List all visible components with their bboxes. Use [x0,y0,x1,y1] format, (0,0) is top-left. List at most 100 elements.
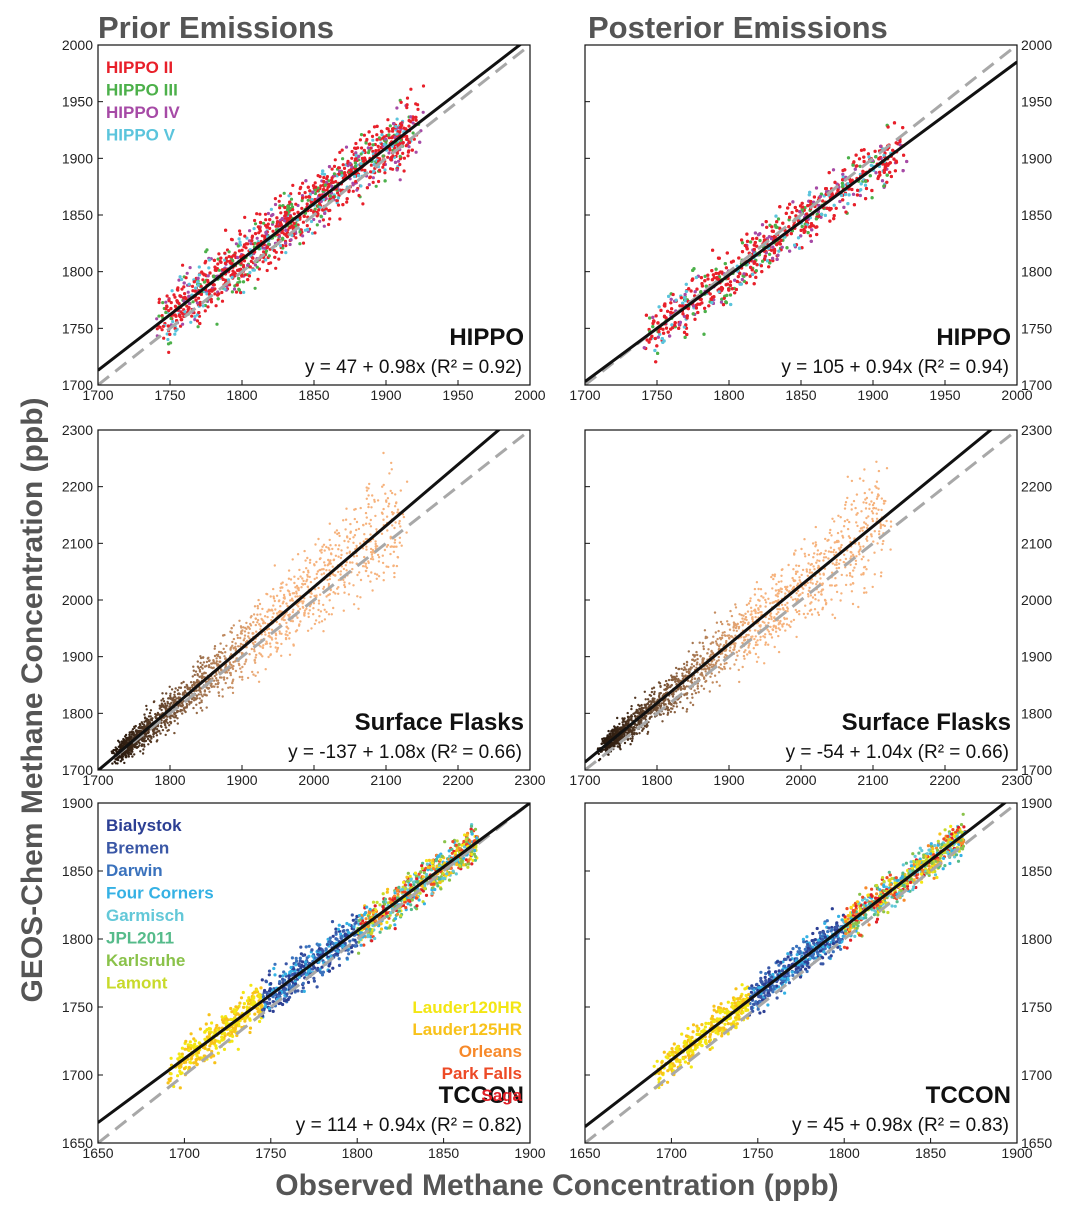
data-point [857,157,862,161]
data-point [352,584,355,587]
data-point [281,236,285,240]
data-point [232,678,235,681]
data-point [393,541,396,544]
data-point [147,718,150,722]
data-point [207,266,211,270]
data-point [173,698,177,702]
data-point [673,323,677,327]
data-point [217,650,221,654]
data-point [337,166,341,170]
dataset-label: HIPPO [449,324,524,351]
data-point [230,626,233,630]
data-point [118,755,121,758]
data-point [775,243,779,247]
data-point [734,287,739,292]
data-point [310,592,313,595]
data-point [198,670,202,673]
data-point [173,693,176,696]
data-point [170,289,174,293]
x-tick-label: 1800 [713,387,744,403]
data-point [128,733,131,736]
data-point [209,684,212,687]
data-point [284,228,288,232]
data-point [772,247,777,251]
data-point [238,280,242,284]
data-point [226,677,229,680]
data-point [393,160,398,164]
data-point [262,644,265,647]
data-point [350,149,354,154]
x-tick-label: 1900 [226,772,257,788]
data-point [767,235,771,239]
data-point [265,640,268,643]
data-point [130,750,133,753]
data-point [169,722,173,725]
data-point [225,671,229,674]
data-point [396,555,399,559]
data-point [189,686,192,689]
data-point [879,144,883,148]
data-point [765,259,770,263]
data-point [163,719,166,723]
data-point [810,228,814,232]
data-point [332,164,337,168]
data-point [371,143,375,147]
data-point [355,520,359,524]
data-point [357,527,361,531]
data-point [859,148,864,152]
data-point [249,242,253,246]
data-point [364,565,367,568]
data-point [322,572,326,575]
data-point [747,646,750,649]
data-point [255,265,259,269]
data-point [843,520,847,523]
data-point [694,306,699,310]
data-point [745,603,749,607]
data-point [212,258,216,262]
data-point [870,196,874,200]
data-point [322,543,326,546]
data-point [342,519,345,522]
data-point [308,192,312,196]
data-point [840,181,845,185]
data-point [231,667,235,671]
data-point [841,198,845,202]
data-point [856,188,860,192]
data-point [267,261,271,266]
data-point [901,126,905,130]
data-point [714,271,718,275]
data-point [115,758,118,761]
data-point [392,564,395,568]
data-point [261,260,265,264]
panel-hippo-posterior: 1700 1750 1800 1850 1900 1950 2000170017501800… [569,37,1052,403]
data-point [191,697,194,701]
data-point [670,307,674,311]
data-point [128,751,131,754]
data-point [682,314,687,318]
data-point [275,594,279,597]
data-point [164,310,168,315]
data-point [180,277,184,282]
data-point [152,731,155,735]
data-point [246,263,250,267]
data-point [179,324,183,328]
data-point [218,676,222,679]
data-point [800,224,804,229]
data-point [305,607,308,610]
data-point [762,238,767,242]
data-point [184,710,187,714]
data-point [770,248,774,252]
data-point [716,256,721,260]
data-point [329,544,332,547]
data-point [242,626,245,629]
data-point [355,188,359,192]
data-point [809,199,813,204]
data-point [421,84,426,88]
data-point [364,522,368,525]
data-point [272,587,275,591]
data-point [645,338,649,342]
data-point [224,228,228,232]
data-point [381,485,384,488]
data-point [266,211,270,216]
data-point [768,252,772,256]
